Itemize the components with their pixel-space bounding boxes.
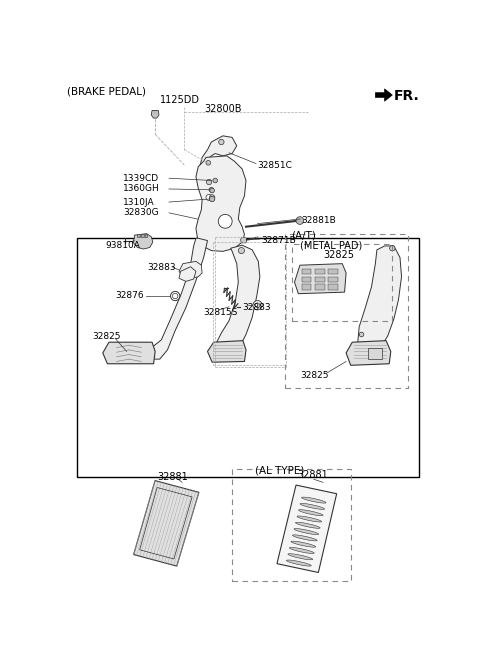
Polygon shape: [315, 277, 324, 282]
Text: (METAL PAD): (METAL PAD): [300, 240, 362, 250]
Circle shape: [172, 293, 178, 299]
Ellipse shape: [289, 547, 314, 553]
Polygon shape: [375, 89, 392, 101]
Polygon shape: [315, 269, 324, 275]
Circle shape: [296, 216, 304, 224]
Text: 32825: 32825: [300, 371, 328, 380]
Circle shape: [210, 188, 215, 193]
Circle shape: [219, 139, 224, 145]
Polygon shape: [346, 340, 391, 365]
Circle shape: [206, 180, 212, 185]
Circle shape: [206, 194, 212, 200]
Text: 32800B: 32800B: [204, 104, 241, 114]
Text: FR.: FR.: [394, 89, 420, 103]
Polygon shape: [302, 277, 312, 282]
Bar: [292, 244, 392, 321]
Ellipse shape: [292, 535, 317, 541]
Ellipse shape: [288, 553, 313, 560]
Text: 32883: 32883: [242, 303, 271, 312]
Bar: [141, 234, 144, 237]
Text: (BRAKE PEDAL): (BRAKE PEDAL): [67, 87, 146, 97]
Polygon shape: [328, 277, 337, 282]
Ellipse shape: [291, 541, 316, 547]
Polygon shape: [302, 269, 312, 275]
Text: 32881B: 32881B: [301, 216, 336, 225]
Bar: [368, 348, 382, 359]
Bar: [77, 239, 419, 477]
Circle shape: [170, 291, 180, 301]
Circle shape: [213, 178, 217, 183]
Circle shape: [359, 332, 364, 337]
Polygon shape: [200, 136, 237, 184]
Text: 32881: 32881: [157, 472, 188, 482]
Text: 32876: 32876: [115, 291, 144, 301]
Ellipse shape: [300, 503, 324, 509]
Polygon shape: [103, 342, 155, 364]
Polygon shape: [217, 245, 260, 355]
Text: 32881: 32881: [297, 470, 327, 480]
Text: (A/T): (A/T): [291, 231, 315, 241]
Ellipse shape: [296, 522, 320, 529]
Text: (AL TYPE): (AL TYPE): [255, 466, 305, 476]
Circle shape: [209, 188, 214, 192]
Polygon shape: [179, 267, 196, 281]
Text: 1339CD: 1339CD: [123, 174, 159, 183]
Ellipse shape: [294, 529, 319, 535]
Polygon shape: [146, 239, 207, 359]
Circle shape: [255, 303, 260, 308]
Polygon shape: [133, 480, 199, 566]
Polygon shape: [277, 485, 336, 572]
Text: 93810A: 93810A: [106, 241, 141, 251]
Text: 1310JA: 1310JA: [123, 198, 155, 206]
Circle shape: [253, 301, 262, 310]
Polygon shape: [133, 234, 153, 249]
Text: 32851C: 32851C: [258, 161, 292, 170]
Text: 1125DD: 1125DD: [160, 94, 200, 105]
Polygon shape: [179, 261, 202, 278]
Ellipse shape: [287, 560, 311, 566]
Circle shape: [209, 195, 215, 200]
Text: 1360GH: 1360GH: [123, 184, 159, 194]
Polygon shape: [315, 285, 324, 290]
Text: 32825: 32825: [92, 332, 120, 340]
Polygon shape: [358, 246, 402, 353]
Polygon shape: [207, 340, 246, 362]
Ellipse shape: [299, 510, 323, 516]
Text: 32815S: 32815S: [204, 308, 238, 318]
Polygon shape: [240, 237, 247, 243]
Ellipse shape: [301, 497, 326, 503]
Circle shape: [218, 214, 232, 228]
Polygon shape: [151, 111, 159, 118]
Bar: [137, 234, 140, 237]
Bar: [232, 469, 351, 581]
Circle shape: [206, 161, 211, 165]
Polygon shape: [295, 264, 346, 293]
Ellipse shape: [297, 516, 322, 522]
Circle shape: [209, 196, 215, 202]
Polygon shape: [328, 269, 337, 275]
Circle shape: [238, 247, 244, 254]
Polygon shape: [328, 285, 337, 290]
Text: 32883: 32883: [147, 263, 176, 272]
Bar: [285, 234, 408, 389]
Bar: [145, 234, 147, 237]
Text: 32825: 32825: [323, 250, 354, 260]
Polygon shape: [302, 285, 312, 290]
Polygon shape: [196, 156, 246, 251]
Text: 32830G: 32830G: [123, 208, 158, 217]
Text: 32871B: 32871B: [262, 236, 296, 245]
Circle shape: [390, 246, 395, 251]
